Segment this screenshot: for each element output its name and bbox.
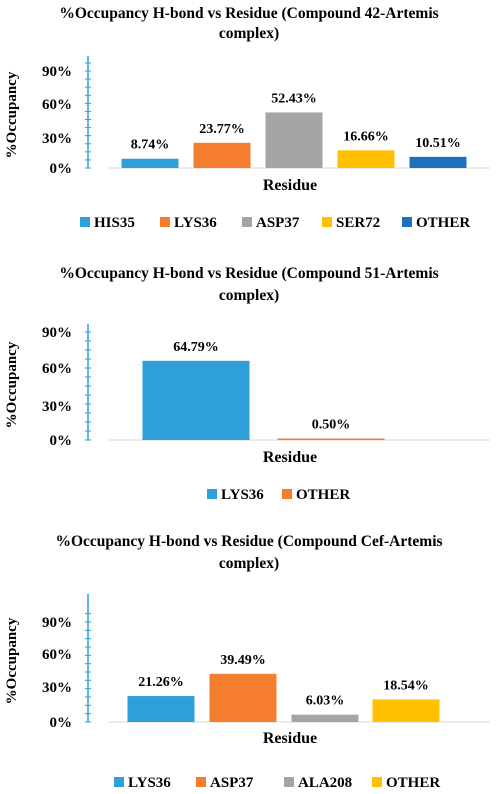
data-label: 0.50% — [312, 418, 351, 433]
bar-other — [372, 699, 440, 722]
bar-asp37 — [265, 112, 323, 168]
chart-51: %Occupancy H-bond vs Residue (Compound 5… — [4, 265, 490, 503]
legend-label: LYS36 — [174, 215, 217, 231]
legend-swatch — [80, 217, 90, 227]
legend-swatch — [372, 777, 382, 787]
data-label: 6.03% — [306, 694, 345, 709]
x-axis-title: Residue — [263, 177, 317, 194]
chart-42: %Occupancy H-bond vs Residue (Compound 4… — [4, 5, 490, 231]
legend-label: OTHER — [386, 775, 440, 791]
data-label: 18.54% — [383, 678, 429, 693]
data-label: 64.79% — [173, 340, 219, 355]
chart-title: complex) — [219, 25, 279, 42]
bar-ala208 — [291, 714, 359, 722]
legend-swatch — [284, 777, 294, 787]
bar-lys36 — [193, 142, 251, 168]
y-axis-title: %Occupancy — [4, 341, 20, 428]
bar-his35 — [121, 158, 179, 168]
chart-title: complex) — [219, 555, 279, 572]
y-tick-label: 90% — [42, 615, 72, 631]
legend-label: HIS35 — [94, 215, 135, 231]
data-label: 21.26% — [138, 675, 184, 690]
bar-other — [277, 438, 385, 440]
bar-asp37 — [209, 673, 277, 722]
x-axis-title: Residue — [263, 449, 317, 466]
chart-panel-cef: %Occupancy H-bond vs Residue (Compound C… — [0, 530, 498, 794]
legend-label: OTHER — [416, 215, 470, 231]
y-axis-title: %Occupancy — [4, 71, 20, 158]
y-tick-label: 0% — [50, 715, 73, 731]
legend-swatch — [282, 489, 292, 499]
bar-lys36 — [142, 360, 250, 440]
y-axis-title: %Occupancy — [4, 617, 20, 704]
chart-title: complex) — [219, 287, 279, 304]
legend-label: OTHER — [296, 487, 350, 503]
legend-label: ASP37 — [256, 215, 300, 231]
legend-label: ASP37 — [210, 775, 254, 791]
y-tick-label: 90% — [42, 64, 72, 80]
legend-swatch — [114, 777, 124, 787]
data-label: 39.49% — [220, 653, 266, 668]
y-tick-label: 60% — [42, 647, 72, 663]
data-label: 10.51% — [415, 136, 461, 151]
y-tick-label: 0% — [50, 161, 73, 177]
chart-title: %Occupancy H-bond vs Residue (Compound 5… — [59, 265, 438, 282]
legend-label: ALA208 — [298, 775, 352, 791]
legend-swatch — [160, 217, 170, 227]
bar-other — [409, 156, 467, 168]
y-tick-label: 0% — [50, 433, 73, 449]
legend-label: SER72 — [336, 215, 380, 231]
data-label: 52.43% — [271, 91, 317, 106]
legend-swatch — [402, 217, 412, 227]
legend-swatch — [207, 489, 217, 499]
data-label: 23.77% — [199, 122, 245, 137]
legend-swatch — [196, 777, 206, 787]
x-axis-title: Residue — [263, 730, 317, 747]
data-label: 16.66% — [343, 129, 389, 144]
legend-label: LYS36 — [128, 775, 171, 791]
chart-panel-42: %Occupancy H-bond vs Residue (Compound 4… — [0, 0, 498, 262]
y-tick-label: 90% — [42, 325, 72, 341]
y-tick-label: 60% — [42, 97, 72, 113]
y-tick-label: 60% — [42, 361, 72, 377]
legend-label: LYS36 — [221, 487, 264, 503]
chart-title: %Occupancy H-bond vs Residue (Compound C… — [55, 533, 442, 550]
legend-swatch — [242, 217, 252, 227]
legend-swatch — [322, 217, 332, 227]
bar-ser72 — [337, 150, 395, 168]
y-tick-label: 30% — [42, 131, 72, 147]
chart-title: %Occupancy H-bond vs Residue (Compound 4… — [59, 5, 438, 22]
data-label: 8.74% — [131, 138, 170, 153]
y-tick-label: 30% — [42, 680, 72, 696]
chart-panel-51: %Occupancy H-bond vs Residue (Compound 5… — [0, 262, 498, 530]
chart-cef: %Occupancy H-bond vs Residue (Compound C… — [4, 533, 490, 791]
y-tick-label: 30% — [42, 399, 72, 415]
bar-lys36 — [127, 696, 195, 722]
